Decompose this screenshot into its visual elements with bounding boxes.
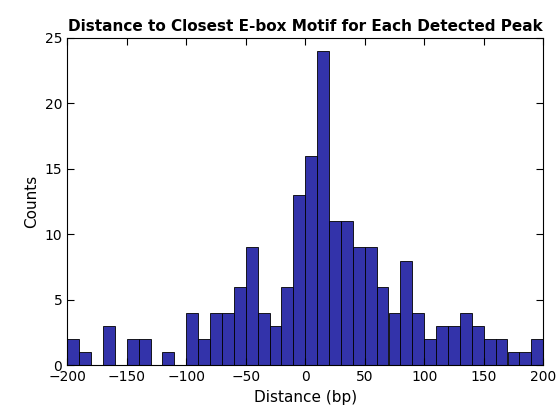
Bar: [246, 247, 258, 365]
Bar: [67, 339, 79, 365]
Bar: [127, 339, 138, 365]
X-axis label: Distance (bp): Distance (bp): [254, 390, 357, 405]
Bar: [484, 339, 496, 365]
Bar: [341, 221, 353, 365]
Bar: [531, 339, 543, 365]
Bar: [293, 195, 305, 365]
Bar: [329, 221, 341, 365]
Bar: [198, 339, 210, 365]
Bar: [281, 287, 293, 365]
Bar: [389, 313, 400, 365]
Bar: [234, 287, 246, 365]
Bar: [412, 313, 424, 365]
Bar: [507, 352, 519, 365]
Y-axis label: Counts: Counts: [24, 175, 39, 228]
Bar: [448, 326, 460, 365]
Bar: [186, 313, 198, 365]
Bar: [365, 247, 376, 365]
Bar: [222, 313, 234, 365]
Bar: [424, 339, 436, 365]
Bar: [138, 339, 151, 365]
Bar: [519, 352, 531, 365]
Bar: [353, 247, 365, 365]
Bar: [436, 326, 448, 365]
Bar: [400, 260, 412, 365]
Bar: [376, 287, 389, 365]
Bar: [496, 339, 507, 365]
Bar: [210, 313, 222, 365]
Bar: [472, 326, 484, 365]
Bar: [317, 51, 329, 365]
Bar: [79, 352, 91, 365]
Bar: [460, 313, 472, 365]
Bar: [258, 313, 269, 365]
Bar: [103, 326, 115, 365]
Bar: [269, 326, 281, 365]
Bar: [162, 352, 174, 365]
Title: Distance to Closest E-box Motif for Each Detected Peak: Distance to Closest E-box Motif for Each…: [68, 19, 543, 34]
Bar: [305, 156, 317, 365]
